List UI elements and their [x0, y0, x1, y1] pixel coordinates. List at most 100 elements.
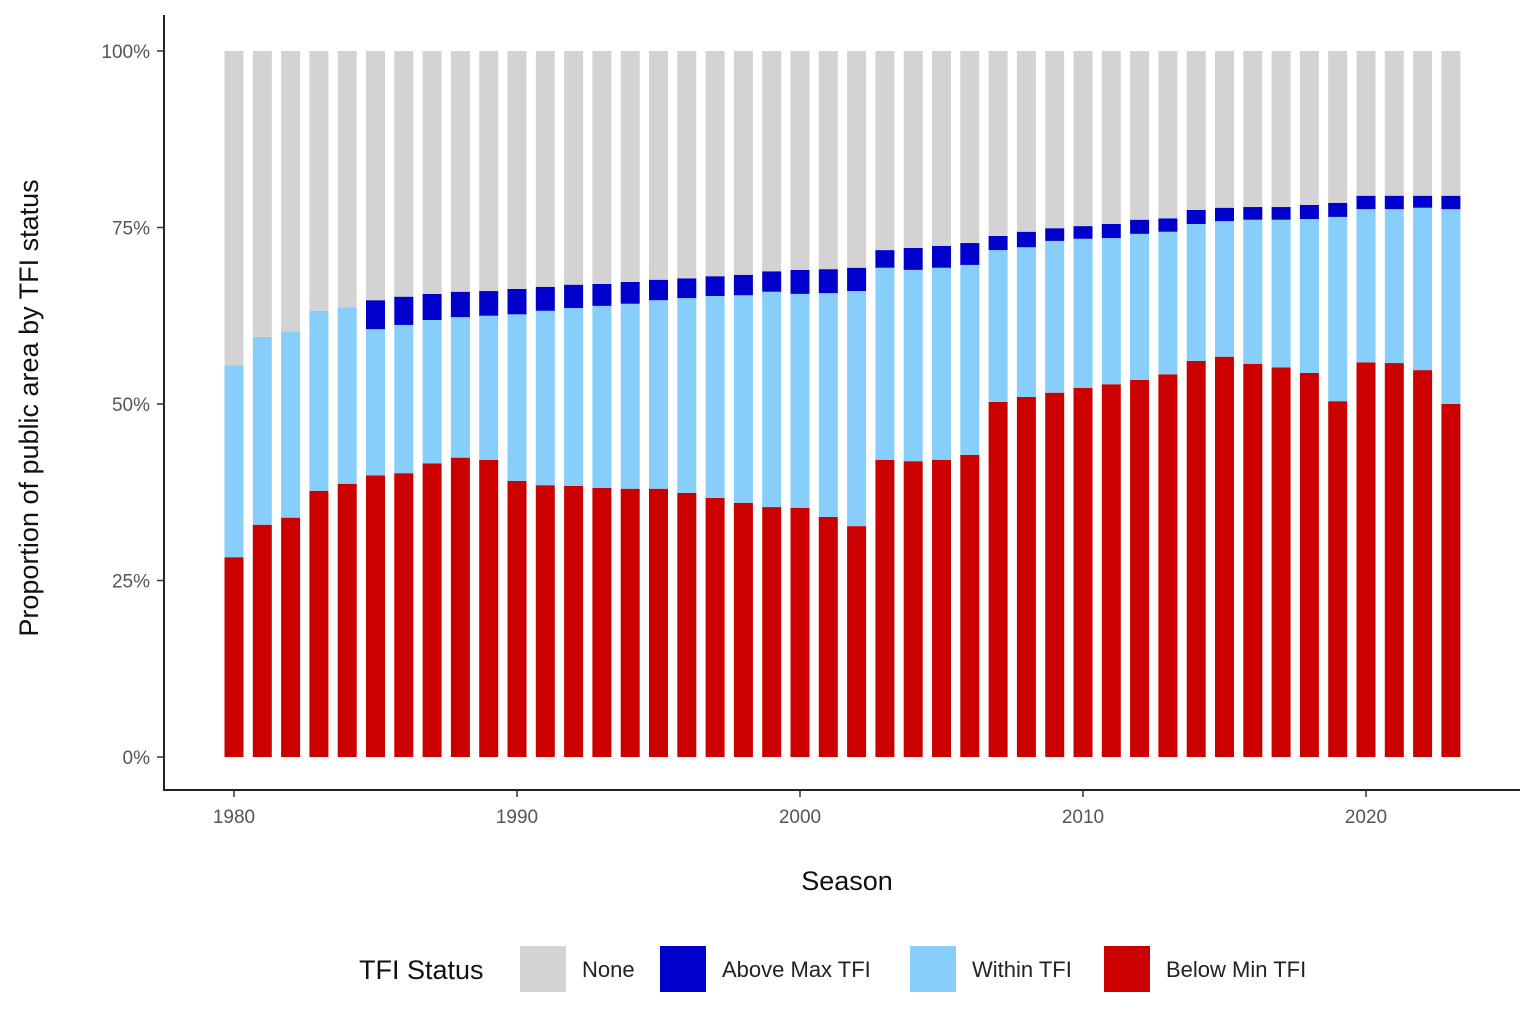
bar-none-2007: [988, 51, 1008, 236]
bar-within-tfi-2008: [1016, 247, 1036, 397]
bar-within-tfi-1997: [705, 295, 725, 498]
bar-above-max-tfi-1993: [592, 283, 612, 306]
bar-none-2002: [847, 51, 867, 268]
bar-none-1994: [620, 51, 640, 282]
bar-none-2000: [790, 51, 810, 270]
bar-above-max-tfi-2023: [1441, 195, 1461, 210]
bar-above-max-tfi-2017: [1271, 207, 1291, 220]
bar-above-max-tfi-2010: [1073, 226, 1093, 239]
bar-within-tfi-1999: [762, 291, 782, 508]
bar-none-1992: [564, 51, 584, 285]
bar-below-min-tfi-1987: [422, 463, 442, 757]
bar-none-1998: [733, 51, 753, 275]
bar-none-1984: [337, 51, 357, 308]
bar-none-2017: [1271, 51, 1291, 208]
bar-within-tfi-1998: [733, 295, 753, 503]
bar-below-min-tfi-2016: [1243, 363, 1263, 757]
bar-within-tfi-2013: [1158, 231, 1178, 375]
bar-above-max-tfi-1991: [535, 286, 555, 311]
bar-none-2001: [818, 51, 838, 270]
bar-below-min-tfi-1980: [224, 557, 244, 757]
bar-within-tfi-2023: [1441, 209, 1461, 404]
bar-above-max-tfi-2000: [790, 269, 810, 294]
bar-none-1996: [677, 51, 697, 279]
bar-below-min-tfi-1997: [705, 497, 725, 757]
bar-none-1987: [422, 51, 442, 294]
bar-within-tfi-2017: [1271, 219, 1291, 368]
y-tick-label: 50%: [112, 395, 150, 416]
bar-below-min-tfi-1991: [535, 485, 555, 757]
bar-within-tfi-1994: [620, 303, 640, 489]
bar-above-max-tfi-1995: [649, 279, 668, 301]
x-axis-title: Season: [801, 866, 893, 896]
bar-below-min-tfi-1990: [507, 480, 527, 757]
legend-label-below-min-tfi: Below Min TFI: [1166, 957, 1306, 982]
bar-below-min-tfi-2012: [1130, 379, 1150, 757]
bar-none-2012: [1130, 51, 1150, 220]
y-axis-title: Proportion of public area by TFI status: [14, 179, 44, 636]
bar-below-min-tfi-2005: [932, 459, 951, 757]
bar-none-2014: [1186, 51, 1206, 210]
bar-above-max-tfi-2003: [875, 250, 895, 268]
bar-below-min-tfi-2011: [1101, 384, 1121, 757]
bar-within-tfi-2020: [1356, 209, 1376, 363]
bar-above-max-tfi-1996: [677, 278, 697, 299]
bar-below-min-tfi-1999: [762, 507, 782, 757]
bar-below-min-tfi-2022: [1413, 370, 1433, 757]
bar-above-max-tfi-1987: [422, 293, 442, 320]
bar-none-2020: [1356, 51, 1376, 196]
bar-within-tfi-2019: [1328, 216, 1348, 402]
bar-below-min-tfi-2010: [1073, 387, 1093, 757]
bar-above-max-tfi-2008: [1016, 231, 1036, 248]
bar-within-tfi-1980: [224, 365, 244, 558]
bar-above-max-tfi-1988: [450, 291, 470, 318]
bar-above-max-tfi-1992: [564, 284, 584, 308]
bar-none-2016: [1243, 51, 1263, 208]
bar-within-tfi-1989: [479, 315, 499, 460]
bar-below-min-tfi-2002: [847, 526, 867, 757]
x-tick-label: 1990: [496, 807, 538, 828]
bar-above-max-tfi-2004: [903, 247, 923, 270]
bar-above-max-tfi-2001: [818, 269, 838, 294]
bar-above-max-tfi-2015: [1215, 207, 1234, 222]
bar-above-max-tfi-2016: [1243, 207, 1263, 220]
bar-above-max-tfi-2011: [1101, 223, 1121, 239]
bar-within-tfi-1992: [564, 307, 584, 486]
bar-below-min-tfi-2006: [960, 454, 980, 757]
bar-within-tfi-1991: [535, 310, 555, 486]
bar-within-tfi-2000: [790, 293, 810, 508]
bar-within-tfi-1993: [592, 305, 612, 489]
bar-above-max-tfi-2005: [932, 245, 951, 268]
bar-below-min-tfi-2009: [1045, 392, 1065, 757]
bar-within-tfi-2021: [1384, 209, 1404, 364]
bar-below-min-tfi-2021: [1384, 363, 1404, 757]
bar-above-max-tfi-2021: [1384, 195, 1404, 210]
bar-none-1993: [592, 51, 612, 284]
bar-within-tfi-1988: [450, 317, 470, 458]
bar-none-1991: [535, 51, 555, 287]
bar-none-2015: [1215, 51, 1234, 208]
bar-above-max-tfi-2002: [847, 267, 867, 292]
legend-swatch-none: [520, 946, 566, 992]
bar-none-1997: [705, 51, 725, 277]
bar-above-max-tfi-2018: [1299, 204, 1319, 220]
bar-none-1988: [450, 51, 470, 292]
x-tick-label: 2010: [1062, 807, 1104, 828]
bar-below-min-tfi-2013: [1158, 374, 1178, 757]
bar-above-max-tfi-1998: [733, 274, 753, 296]
bar-above-max-tfi-2012: [1130, 219, 1150, 234]
bar-below-min-tfi-1988: [450, 457, 470, 757]
bar-within-tfi-1981: [252, 336, 272, 525]
bar-below-min-tfi-1989: [479, 459, 499, 757]
y-tick-label: 100%: [101, 42, 150, 63]
legend-swatch-below-min-tfi: [1104, 946, 1150, 992]
bar-within-tfi-2007: [988, 250, 1008, 402]
bar-none-2021: [1384, 51, 1404, 196]
bar-above-max-tfi-2013: [1158, 218, 1178, 232]
bar-below-min-tfi-1983: [309, 490, 329, 757]
bar-above-max-tfi-1997: [705, 276, 725, 296]
y-tick-label: 0%: [123, 748, 151, 769]
bar-within-tfi-1986: [394, 324, 414, 474]
y-tick-label: 25%: [112, 572, 150, 593]
